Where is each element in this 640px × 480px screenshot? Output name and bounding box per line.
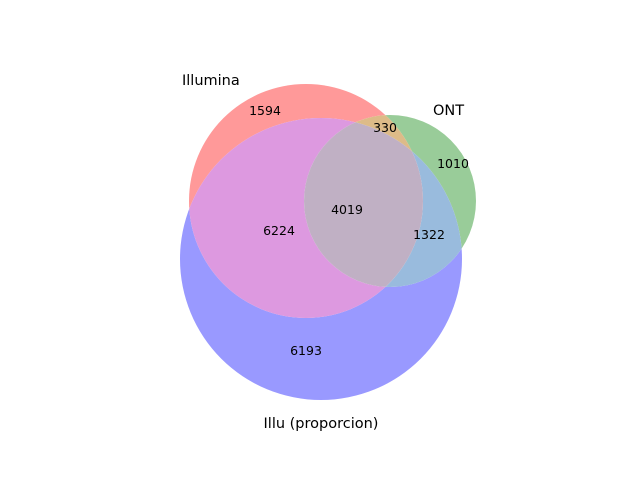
count-ont-illu-proporcion: 1322: [413, 227, 445, 242]
set-label-illu-proporcion: Illu (proporcion): [264, 416, 379, 432]
set-label-illumina: Illumina: [182, 73, 240, 89]
count-illumina-only: 1594: [249, 103, 281, 118]
count-ont-only: 1010: [437, 156, 469, 171]
count-illumina-illu-proporcion: 6224: [263, 223, 295, 238]
set-label-ont: ONT: [433, 103, 464, 119]
count-illumina-ont: 330: [373, 120, 397, 135]
count-all-three: 4019: [331, 202, 363, 217]
count-illu-proporcion-only: 6193: [290, 343, 322, 358]
